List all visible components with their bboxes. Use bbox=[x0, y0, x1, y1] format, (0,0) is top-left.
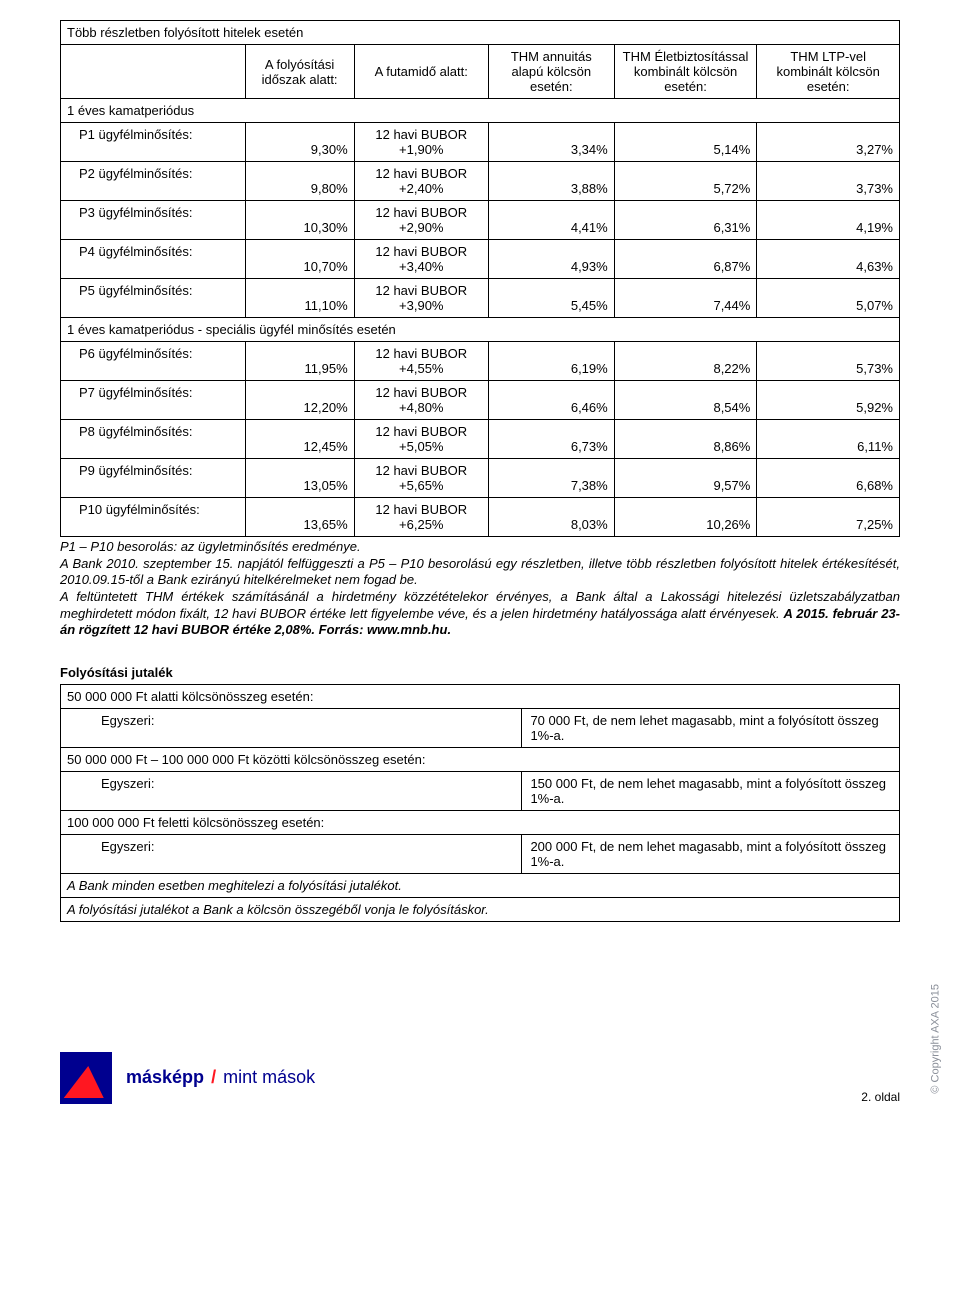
row-label: P10 ügyfélminősítés: bbox=[61, 498, 246, 537]
row-value: 5,92% bbox=[757, 381, 900, 420]
footer: másképp / mint mások 2. oldal bbox=[0, 1052, 960, 1124]
group1-title: 1 éves kamatperiódus bbox=[61, 99, 900, 123]
row-period: 10,70% bbox=[245, 240, 354, 279]
row-value: 8,03% bbox=[488, 498, 614, 537]
fees-note2: A folyósítási jutalékot a Bank a kölcsön… bbox=[61, 897, 900, 921]
row-value: 7,38% bbox=[488, 459, 614, 498]
page-number: 2. oldal bbox=[861, 1090, 900, 1104]
hdr-empty bbox=[61, 45, 246, 99]
row-value: 6,46% bbox=[488, 381, 614, 420]
fee-right: 70 000 Ft, de nem lehet magasabb, mint a… bbox=[522, 708, 900, 747]
row-label: P1 ügyfélminősítés: bbox=[61, 123, 246, 162]
row-period: 9,80% bbox=[245, 162, 354, 201]
row-value: 7,44% bbox=[614, 279, 757, 318]
hdr-thm1: THM annuitás alapú kölcsön esetén: bbox=[488, 45, 614, 99]
fees-title: Folyósítási jutalék bbox=[60, 665, 900, 680]
hdr-term: A futamidő alatt: bbox=[354, 45, 488, 99]
row-term: 12 havi BUBOR+1,90% bbox=[354, 123, 488, 162]
row-value: 3,34% bbox=[488, 123, 614, 162]
group2-title: 1 éves kamatperiódus - speciális ügyfél … bbox=[61, 318, 900, 342]
row-value: 6,73% bbox=[488, 420, 614, 459]
fee-left: Egyszeri: bbox=[61, 771, 522, 810]
fee-header-row: 50 000 000 Ft – 100 000 000 Ft közötti k… bbox=[61, 747, 900, 771]
row-value: 5,07% bbox=[757, 279, 900, 318]
row-value: 6,31% bbox=[614, 201, 757, 240]
row-period: 13,05% bbox=[245, 459, 354, 498]
row-period: 12,20% bbox=[245, 381, 354, 420]
hdr-period: A folyósítási időszak alatt: bbox=[245, 45, 354, 99]
row-value: 8,86% bbox=[614, 420, 757, 459]
row-value: 9,57% bbox=[614, 459, 757, 498]
row-period: 10,30% bbox=[245, 201, 354, 240]
row-term: 12 havi BUBOR+2,40% bbox=[354, 162, 488, 201]
row-label: P3 ügyfélminősítés: bbox=[61, 201, 246, 240]
row-value: 4,93% bbox=[488, 240, 614, 279]
fee-header-row: 100 000 000 Ft feletti kölcsönösszeg ese… bbox=[61, 810, 900, 834]
note-3: A feltüntetett THM értékek számításánál … bbox=[60, 589, 900, 639]
row-period: 13,65% bbox=[245, 498, 354, 537]
row-value: 8,22% bbox=[614, 342, 757, 381]
slash-icon: / bbox=[209, 1067, 218, 1087]
row-label: P7 ügyfélminősítés: bbox=[61, 381, 246, 420]
row-value: 6,19% bbox=[488, 342, 614, 381]
fee-header-row: 50 000 000 Ft alatti kölcsönösszeg eseté… bbox=[61, 684, 900, 708]
axa-logo-icon bbox=[60, 1052, 112, 1104]
row-value: 5,72% bbox=[614, 162, 757, 201]
row-term: 12 havi BUBOR+3,40% bbox=[354, 240, 488, 279]
row-value: 3,73% bbox=[757, 162, 900, 201]
row-value: 7,25% bbox=[757, 498, 900, 537]
row-value: 5,45% bbox=[488, 279, 614, 318]
hdr-thm2: THM Életbiztosítással kombinált kölcsön … bbox=[614, 45, 757, 99]
row-value: 10,26% bbox=[614, 498, 757, 537]
row-period: 12,45% bbox=[245, 420, 354, 459]
brand-part2: mint mások bbox=[223, 1067, 315, 1087]
hdr-thm3: THM LTP-vel kombinált kölcsön esetén: bbox=[757, 45, 900, 99]
row-value: 6,68% bbox=[757, 459, 900, 498]
row-term: 12 havi BUBOR+4,55% bbox=[354, 342, 488, 381]
row-term: 12 havi BUBOR+5,05% bbox=[354, 420, 488, 459]
fee-left: Egyszeri: bbox=[61, 708, 522, 747]
row-label: P9 ügyfélminősítés: bbox=[61, 459, 246, 498]
note-2: A Bank 2010. szeptember 15. napjától fel… bbox=[60, 556, 900, 589]
fee-right: 200 000 Ft, de nem lehet magasabb, mint … bbox=[522, 834, 900, 873]
note-3a: A feltüntetett THM értékek számításánál … bbox=[60, 589, 900, 621]
row-term: 12 havi BUBOR+3,90% bbox=[354, 279, 488, 318]
row-value: 3,27% bbox=[757, 123, 900, 162]
table-title: Több részletben folyósított hitelek eset… bbox=[61, 21, 900, 45]
row-term: 12 havi BUBOR+4,80% bbox=[354, 381, 488, 420]
brand-part1: másképp bbox=[126, 1067, 204, 1087]
row-label: P6 ügyfélminősítés: bbox=[61, 342, 246, 381]
row-term: 12 havi BUBOR+6,25% bbox=[354, 498, 488, 537]
fees-table: 50 000 000 Ft alatti kölcsönösszeg eseté… bbox=[60, 684, 900, 922]
row-value: 4,41% bbox=[488, 201, 614, 240]
brand-tagline: másképp / mint mások bbox=[126, 1067, 315, 1088]
notes-block: P1 – P10 besorolás: az ügyletminősítés e… bbox=[60, 539, 900, 639]
note-1: P1 – P10 besorolás: az ügyletminősítés e… bbox=[60, 539, 900, 556]
row-period: 11,10% bbox=[245, 279, 354, 318]
row-label: P4 ügyfélminősítés: bbox=[61, 240, 246, 279]
row-value: 8,54% bbox=[614, 381, 757, 420]
row-label: P8 ügyfélminősítés: bbox=[61, 420, 246, 459]
row-value: 5,14% bbox=[614, 123, 757, 162]
row-value: 4,19% bbox=[757, 201, 900, 240]
fee-left: Egyszeri: bbox=[61, 834, 522, 873]
row-term: 12 havi BUBOR+5,65% bbox=[354, 459, 488, 498]
row-period: 11,95% bbox=[245, 342, 354, 381]
row-value: 6,11% bbox=[757, 420, 900, 459]
rates-table: Több részletben folyósított hitelek eset… bbox=[60, 20, 900, 537]
row-period: 9,30% bbox=[245, 123, 354, 162]
row-label: P5 ügyfélminősítés: bbox=[61, 279, 246, 318]
row-value: 3,88% bbox=[488, 162, 614, 201]
row-value: 6,87% bbox=[614, 240, 757, 279]
row-value: 4,63% bbox=[757, 240, 900, 279]
row-term: 12 havi BUBOR+2,90% bbox=[354, 201, 488, 240]
fee-right: 150 000 Ft, de nem lehet magasabb, mint … bbox=[522, 771, 900, 810]
fees-note1: A Bank minden esetben meghitelezi a foly… bbox=[61, 873, 900, 897]
row-value: 5,73% bbox=[757, 342, 900, 381]
row-label: P2 ügyfélminősítés: bbox=[61, 162, 246, 201]
